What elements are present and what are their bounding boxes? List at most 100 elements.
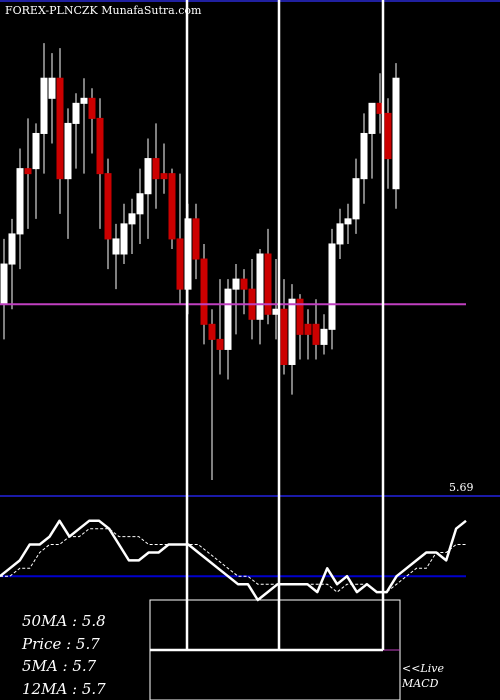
candle-body — [336, 223, 344, 245]
stat-12ma: 12MA : 5.7 — [22, 680, 106, 698]
live-label: <<Live — [402, 662, 444, 675]
candle-body — [256, 253, 264, 320]
candle-body — [120, 223, 128, 255]
candle-body — [168, 173, 176, 240]
macd-signal-line — [0, 528, 466, 593]
candle-body — [304, 323, 312, 335]
candle — [0, 238, 8, 340]
candle-body — [96, 117, 104, 175]
candle-body — [80, 97, 88, 104]
candle-body — [160, 173, 168, 180]
candle — [112, 223, 120, 290]
candle-body — [368, 102, 376, 134]
candle — [8, 218, 16, 310]
candle-body — [88, 97, 96, 119]
candle — [160, 143, 168, 194]
candle-body — [280, 308, 288, 365]
candle — [328, 228, 336, 350]
candle-body — [176, 238, 184, 290]
candle — [280, 279, 288, 375]
candle — [248, 259, 256, 340]
candle-body — [224, 288, 232, 350]
candle-body — [200, 258, 208, 325]
candle — [264, 228, 272, 325]
candle-body — [56, 77, 64, 180]
candle — [368, 102, 376, 179]
candle — [232, 264, 240, 335]
candle — [320, 314, 328, 355]
candle — [360, 113, 368, 204]
candle-body — [40, 77, 48, 134]
vertical-markers — [150, 0, 385, 652]
candle-body — [328, 243, 336, 330]
candle-body — [216, 338, 224, 350]
candle — [344, 203, 352, 244]
macd-macd-line — [0, 519, 467, 602]
candle — [144, 138, 152, 239]
candle — [200, 243, 208, 345]
candle — [16, 148, 24, 270]
candle — [136, 168, 144, 244]
candle-body — [104, 173, 112, 240]
candle-body — [112, 238, 120, 255]
candle-body — [352, 178, 360, 220]
candle-body — [320, 328, 328, 345]
candle — [216, 279, 224, 375]
candle — [240, 269, 248, 315]
candle-body — [32, 132, 40, 170]
stat-price: Price : 5.7 — [21, 635, 100, 653]
candle-body — [240, 278, 248, 290]
candle — [208, 309, 216, 480]
candle — [64, 108, 72, 239]
candle-series — [0, 43, 400, 480]
candle — [192, 203, 200, 280]
candle — [256, 248, 264, 345]
candle — [384, 98, 392, 189]
candle — [128, 198, 136, 254]
candle — [176, 173, 184, 305]
candle-body — [48, 77, 56, 99]
candle — [32, 123, 40, 219]
candle-body — [144, 158, 152, 195]
macd-series — [0, 519, 467, 602]
candle — [224, 279, 232, 380]
candle-body — [24, 168, 32, 175]
candle — [288, 284, 296, 395]
candle-body — [136, 193, 144, 215]
macd-last-value: 5.69 — [449, 481, 474, 494]
candle — [96, 98, 104, 229]
candle — [304, 309, 312, 360]
candle-body — [296, 298, 304, 335]
candle — [392, 63, 400, 209]
candle-body — [128, 213, 136, 225]
candle-body — [264, 253, 272, 315]
candle — [336, 208, 344, 260]
candle-body — [344, 218, 352, 225]
stat-50ma: 50MA : 5.8 — [22, 612, 106, 630]
macd-label: MACD — [401, 677, 439, 690]
candle-body — [8, 233, 16, 265]
stat-5ma: 5MA : 5.7 — [22, 657, 97, 675]
candle — [80, 78, 88, 174]
candle-body — [192, 218, 200, 260]
candle-body — [360, 132, 368, 180]
chart-title: FOREX-PLNCZK MunafaSutra.com — [5, 4, 202, 17]
candle — [48, 53, 56, 144]
candle-body — [208, 323, 216, 340]
candle — [168, 168, 176, 249]
candle — [312, 299, 320, 360]
candle-body — [152, 158, 160, 180]
candle — [40, 43, 48, 174]
candle — [56, 48, 64, 214]
candle — [88, 88, 96, 154]
candle — [104, 158, 112, 270]
candle-body — [312, 323, 320, 345]
candle-body — [392, 77, 400, 190]
candle-body — [72, 102, 80, 124]
candle-body — [64, 122, 72, 180]
candle — [72, 93, 80, 169]
candle — [352, 158, 360, 234]
candle — [152, 123, 160, 209]
